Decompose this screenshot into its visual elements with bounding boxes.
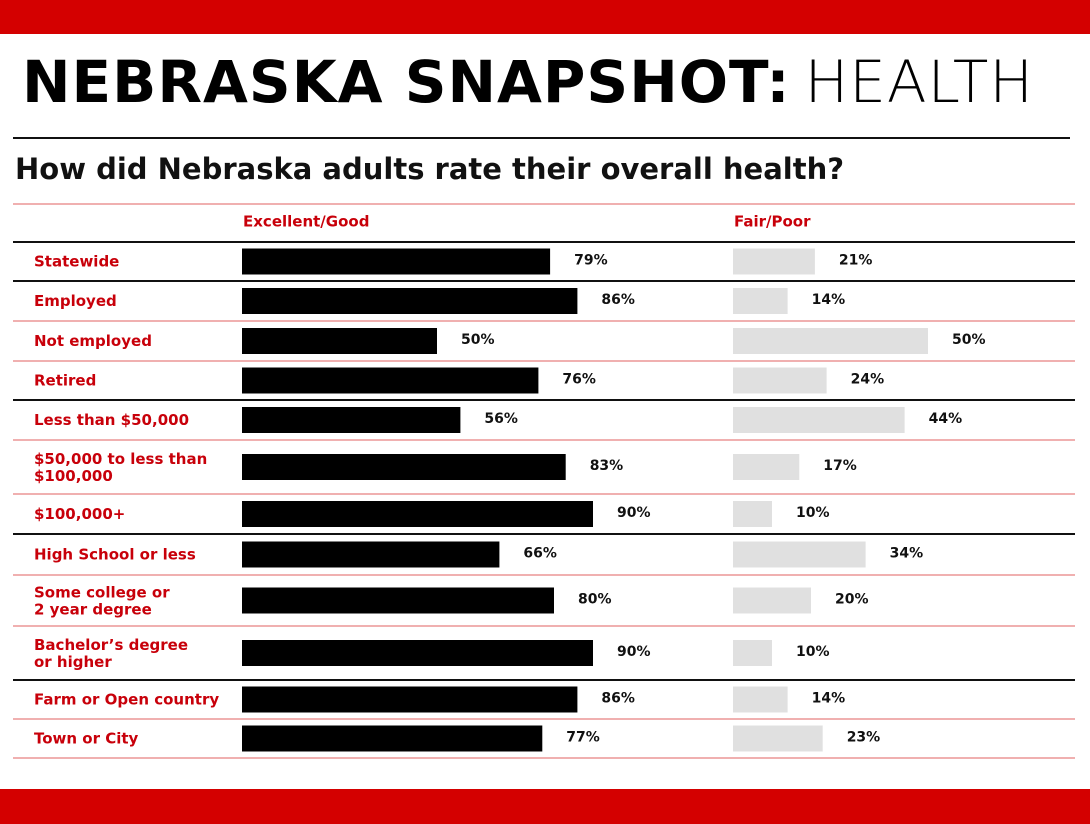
bar — [242, 541, 500, 568]
value-label: 79% — [574, 253, 608, 269]
bar — [733, 501, 772, 527]
value-label: 14% — [812, 292, 846, 308]
bar — [733, 454, 800, 480]
bar — [242, 454, 566, 480]
value-label: 34% — [890, 546, 924, 562]
value-label: 24% — [851, 372, 885, 388]
value-label: 83% — [590, 458, 624, 474]
category-line: Retired — [34, 371, 96, 389]
value-label: 50% — [461, 332, 495, 348]
category-label: Retired — [34, 371, 96, 389]
bar — [242, 407, 461, 433]
value-label: 50% — [952, 332, 986, 348]
category-label: Not employed — [34, 332, 152, 350]
bar — [733, 725, 823, 752]
value-label: 10% — [796, 644, 830, 660]
category-line: High School or less — [34, 545, 196, 563]
subtitle: How did Nebraska adults rate their overa… — [15, 152, 844, 186]
category-label: High School or less — [34, 545, 196, 563]
category-line: Some college or — [34, 583, 170, 601]
category-line: Town or City — [34, 729, 139, 747]
bar — [733, 407, 905, 433]
legend-label: Excellent/Good — [243, 213, 369, 231]
bar — [242, 686, 578, 713]
value-label: 90% — [617, 505, 651, 521]
category-line: Not employed — [34, 332, 152, 350]
category-label: Bachelor’s degree or higher — [34, 636, 188, 671]
value-label: 21% — [839, 253, 873, 269]
category-label: Statewide — [34, 252, 119, 270]
value-label: 44% — [929, 411, 963, 427]
value-label: 20% — [835, 592, 869, 608]
title-bold: NEBRASKA SNAPSHOT: — [22, 48, 791, 116]
bar — [242, 248, 551, 275]
category-line: $100,000+ — [34, 505, 125, 523]
bar — [733, 367, 827, 394]
value-label: 86% — [601, 691, 635, 707]
category-label: $50,000 to less than $100,000 — [34, 450, 207, 485]
bar — [733, 640, 772, 666]
bar — [242, 501, 593, 527]
value-label: 86% — [601, 292, 635, 308]
category-label: Some college or 2 year degree — [34, 583, 170, 618]
category-line: Statewide — [34, 252, 119, 270]
chart-title: NEBRASKA SNAPSHOT: HEALTH — [22, 48, 1034, 116]
category-line: 2 year degree — [34, 600, 152, 618]
value-label: 66% — [523, 546, 557, 562]
bar — [733, 288, 788, 314]
category-line: Bachelor’s degree — [34, 636, 188, 654]
category-label: Town or City — [34, 729, 139, 747]
value-label: 76% — [562, 372, 596, 388]
bar — [733, 587, 811, 614]
value-label: 80% — [578, 592, 612, 608]
title-light: HEALTH — [805, 48, 1034, 116]
category-line: $100,000 — [34, 467, 113, 485]
bar — [733, 686, 788, 713]
bar — [242, 288, 578, 314]
value-label: 56% — [484, 411, 518, 427]
category-line: Less than $50,000 — [34, 411, 189, 429]
category-line: Employed — [34, 292, 117, 310]
bottom-band — [0, 789, 1090, 824]
bar — [242, 725, 543, 752]
category-label: Employed — [34, 292, 117, 310]
value-label: 90% — [617, 644, 651, 660]
value-label: 23% — [847, 730, 881, 746]
bar — [733, 541, 866, 568]
category-label: $100,000+ — [34, 505, 125, 523]
bar — [242, 328, 437, 354]
category-line: $50,000 to less than — [34, 450, 207, 468]
bar — [242, 587, 554, 614]
value-label: 17% — [823, 458, 857, 474]
bar — [733, 328, 928, 354]
value-label: 14% — [812, 691, 846, 707]
value-label: 10% — [796, 505, 830, 521]
category-label: Less than $50,000 — [34, 411, 189, 429]
category-line: Farm or Open country — [34, 690, 219, 708]
legend-label: Fair/Poor — [734, 213, 811, 231]
bar — [242, 367, 539, 394]
category-line: or higher — [34, 653, 112, 671]
bar — [733, 248, 815, 275]
category-label: Farm or Open country — [34, 690, 219, 708]
value-label: 77% — [566, 730, 600, 746]
top-band — [0, 0, 1090, 34]
bar — [242, 640, 593, 666]
